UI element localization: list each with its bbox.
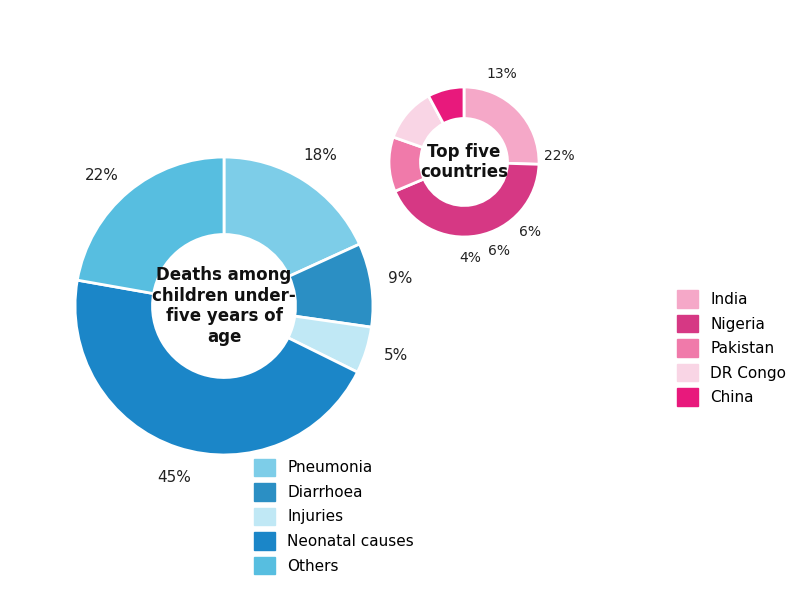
Text: 6%: 6% bbox=[518, 225, 541, 239]
Text: 22%: 22% bbox=[85, 168, 118, 183]
Wedge shape bbox=[289, 244, 373, 327]
Legend: Pneumonia, Diarrhoea, Injuries, Neonatal causes, Others: Pneumonia, Diarrhoea, Injuries, Neonatal… bbox=[248, 452, 420, 580]
Wedge shape bbox=[429, 87, 464, 124]
Text: 4%: 4% bbox=[459, 251, 481, 265]
Wedge shape bbox=[75, 280, 358, 455]
Wedge shape bbox=[464, 87, 539, 164]
Wedge shape bbox=[224, 157, 359, 276]
Text: 13%: 13% bbox=[486, 67, 518, 81]
Text: 9%: 9% bbox=[388, 271, 413, 286]
Text: Top five
countries: Top five countries bbox=[420, 143, 508, 181]
Wedge shape bbox=[394, 96, 443, 148]
Wedge shape bbox=[78, 157, 224, 293]
Text: 6%: 6% bbox=[488, 244, 510, 258]
Wedge shape bbox=[288, 316, 371, 372]
Text: 18%: 18% bbox=[303, 148, 337, 163]
Text: 5%: 5% bbox=[383, 349, 408, 364]
Text: Deaths among
children under-
five years of
age: Deaths among children under- five years … bbox=[152, 266, 296, 346]
Text: 45%: 45% bbox=[157, 470, 191, 485]
Wedge shape bbox=[395, 163, 539, 237]
Wedge shape bbox=[389, 137, 424, 191]
Legend: India, Nigeria, Pakistan, DR Congo, China: India, Nigeria, Pakistan, DR Congo, Chin… bbox=[670, 284, 792, 412]
Text: 22%: 22% bbox=[545, 149, 575, 163]
